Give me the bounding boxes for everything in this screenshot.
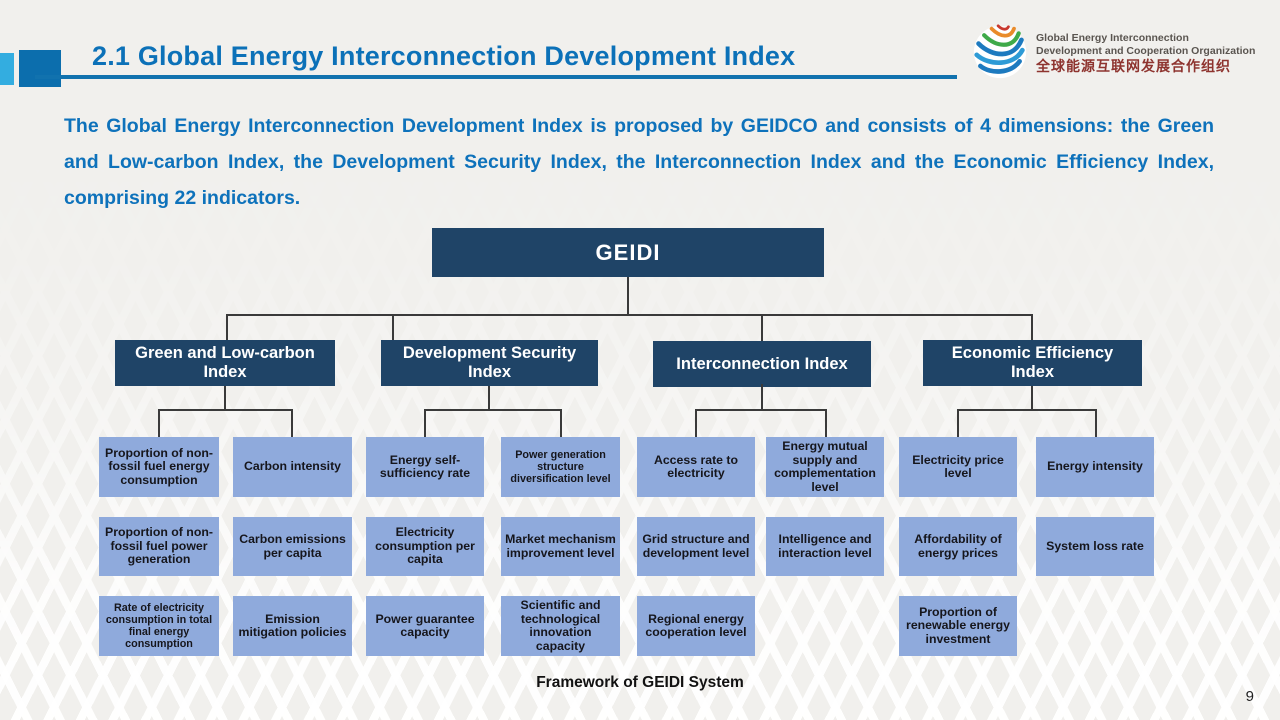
- logo-line2: Development and Cooperation Organization: [1036, 44, 1256, 57]
- category-box-green-low-carbon: Green and Low-carbon Index: [115, 340, 335, 386]
- connector-line: [226, 314, 228, 340]
- logo-line3: 全球能源互联网发展合作组织: [1036, 57, 1231, 74]
- connector-line: [825, 409, 827, 437]
- globe-icon: [973, 24, 1027, 79]
- indicator-box: Energy self-sufficiency rate: [366, 437, 484, 497]
- page-number: 9: [1245, 688, 1254, 705]
- intro-paragraph: The Global Energy Interconnection Develo…: [64, 115, 1214, 209]
- connector-line: [560, 409, 562, 437]
- logo-text: Global Energy Interconnection Developmen…: [1036, 32, 1255, 73]
- indicator-box: Market mechanism improvement level: [501, 517, 620, 576]
- indicator-box: Power guarantee capacity: [366, 596, 484, 656]
- page-title: 2.1 Global Energy Interconnection Develo…: [92, 41, 796, 71]
- indicator-box: Proportion of renewable energy investmen…: [899, 596, 1017, 656]
- header-accent-bar-dark: [19, 50, 61, 87]
- geidco-logo: Global Energy Interconnection Developmen…: [972, 24, 1255, 80]
- header-accent-bar-light: [0, 53, 14, 85]
- logo-line1: Global Energy Interconnection: [1036, 31, 1189, 44]
- indicator-box: Electricity consumption per capita: [366, 517, 484, 576]
- indicator-box: Grid structure and development level: [637, 517, 755, 576]
- category-box-economic-efficiency: Economic Efficiency Index: [923, 340, 1142, 386]
- connector-line: [224, 386, 226, 411]
- connector-line: [957, 409, 959, 437]
- connector-line: [424, 409, 562, 411]
- indicator-box: Carbon intensity: [233, 437, 352, 497]
- category-box-interconnection: Interconnection Index: [653, 341, 871, 387]
- indicator-box: Rate of electricity consumption in total…: [99, 596, 219, 656]
- indicator-box: Energy mutual supply and complementation…: [766, 437, 884, 497]
- title-underline: [35, 75, 957, 79]
- connector-line: [227, 314, 1033, 316]
- connector-line: [392, 314, 394, 340]
- connector-line: [695, 409, 827, 411]
- indicator-box: Carbon emissions per capita: [233, 517, 352, 576]
- connector-line: [488, 386, 490, 411]
- connector-line: [695, 409, 697, 437]
- indicator-box: Affordability of energy prices: [899, 517, 1017, 576]
- indicator-box: Energy intensity: [1036, 437, 1154, 497]
- connector-line: [627, 277, 629, 315]
- connector-line: [1031, 314, 1033, 340]
- connector-line: [1095, 409, 1097, 437]
- indicator-box: System loss rate: [1036, 517, 1154, 576]
- connector-line: [761, 314, 763, 341]
- indicator-box: Power generation structure diversificati…: [501, 437, 620, 497]
- diagram-caption: Framework of GEIDI System: [536, 674, 744, 691]
- connector-line: [158, 409, 293, 411]
- indicator-box: Emission mitigation policies: [233, 596, 352, 656]
- indicator-box: Proportion of non-fossil fuel power gene…: [99, 517, 219, 576]
- connector-line: [1031, 386, 1033, 411]
- connector-line: [957, 409, 1097, 411]
- connector-line: [291, 409, 293, 437]
- connector-line: [158, 409, 160, 437]
- indicator-box: Electricity price level: [899, 437, 1017, 497]
- root-box-geidi: GEIDI: [432, 228, 824, 277]
- indicator-box: Regional energy cooperation level: [637, 596, 755, 656]
- indicator-box: Scientific and technological innovation …: [501, 596, 620, 656]
- connector-line: [424, 409, 426, 437]
- category-box-development-security: Development Security Index: [381, 340, 598, 386]
- indicator-box: Access rate to electricity: [637, 437, 755, 497]
- indicator-box: Proportion of non-fossil fuel energy con…: [99, 437, 219, 497]
- connector-line: [761, 384, 763, 411]
- indicator-box: Intelligence and interaction level: [766, 517, 884, 576]
